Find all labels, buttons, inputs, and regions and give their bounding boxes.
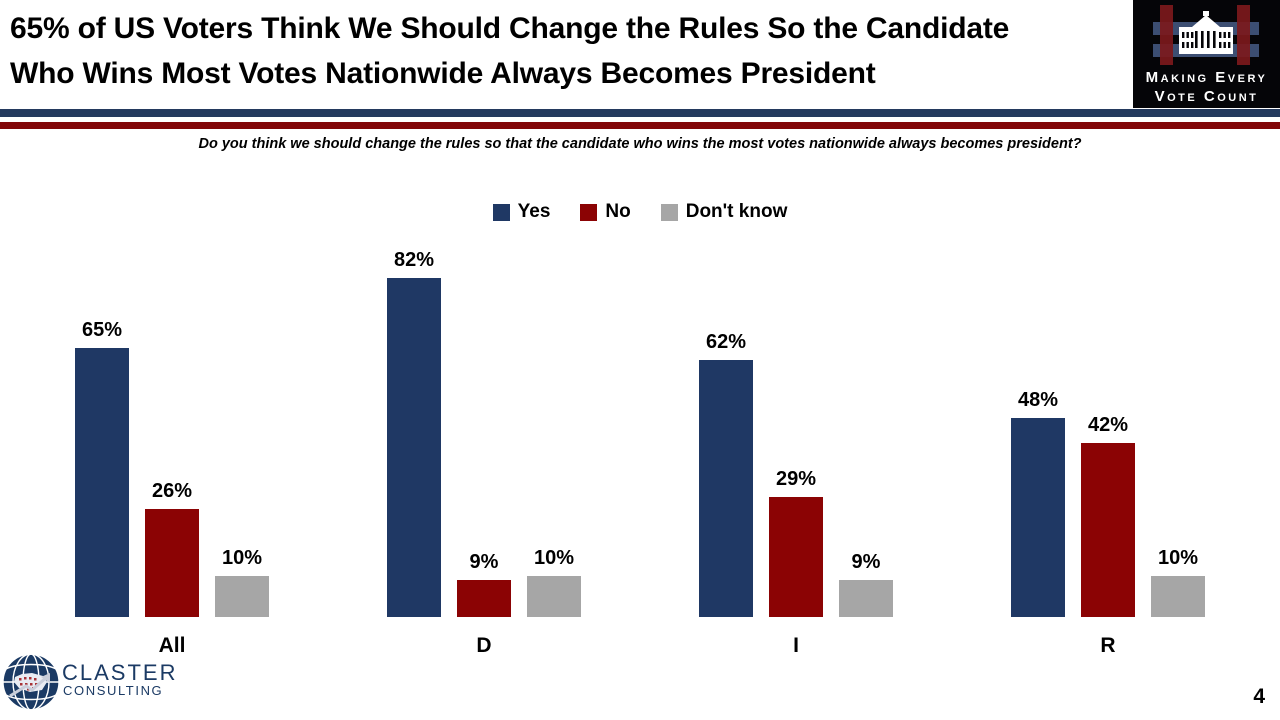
bar-column-yes: 48% <box>1011 389 1065 617</box>
bar-group-d: 82% 9% 10% <box>387 249 581 617</box>
bar-value-label: 48% <box>1017 389 1059 411</box>
claster-logo-name: CLASTER <box>62 660 178 685</box>
divider-navy <box>0 109 1280 117</box>
mevc-logo-line2: Vote Count <box>1155 88 1259 105</box>
bar-no <box>1081 443 1135 617</box>
legend-swatch-icon <box>660 203 678 221</box>
bar-value-label: 9% <box>469 551 499 573</box>
bar-yes <box>387 278 441 617</box>
bar-don-t-know <box>215 576 269 617</box>
bar-value-label: 9% <box>851 551 881 573</box>
claster-globe-icon <box>2 653 60 716</box>
bar-don-t-know <box>527 576 581 617</box>
bar-value-label: 26% <box>151 480 193 502</box>
bar-value-label: 10% <box>1157 547 1199 569</box>
legend-item-don-t-know: Don't know <box>660 201 788 223</box>
survey-question: Do you think we should change the rules … <box>198 136 1082 152</box>
legend-label: Yes <box>517 201 551 222</box>
bar-group-r: 48% 42% 10% <box>1011 389 1205 617</box>
bar-column-yes: 65% <box>75 319 129 617</box>
bar-column-don-t-know: 9% <box>839 551 893 617</box>
making-every-vote-count-logo: Making Every Vote Count <box>1133 0 1280 108</box>
category-label-d: D <box>476 634 492 657</box>
bar-column-don-t-know: 10% <box>527 547 581 617</box>
slide-title: 65% of US Voters Think We Should Change … <box>10 6 1128 96</box>
bar-value-label: 10% <box>533 547 575 569</box>
bar-column-no: 26% <box>145 480 199 617</box>
divider-red <box>0 122 1280 129</box>
chart-legend: Yes No Don't know <box>0 201 1280 223</box>
page-number: 4 <box>1253 685 1265 708</box>
bar-value-label: 10% <box>221 547 263 569</box>
category-label-i: I <box>793 634 799 657</box>
bar-group-i: 62% 29% 9% <box>699 331 893 617</box>
mevc-logo-line1: Making Every <box>1146 69 1268 86</box>
bar-value-label: 62% <box>705 331 747 353</box>
bar-value-label: 29% <box>775 468 817 490</box>
legend-swatch-icon <box>492 203 510 221</box>
bar-don-t-know <box>1151 576 1205 617</box>
claster-logo-subtitle: CONSULTING <box>63 683 164 698</box>
bar-column-no: 42% <box>1081 414 1135 617</box>
white-house-icon: Making Every Vote Count <box>1133 0 1280 108</box>
category-label-r: R <box>1100 634 1116 657</box>
bar-yes <box>75 348 129 617</box>
legend-item-yes: Yes <box>492 201 551 223</box>
bar-column-yes: 82% <box>387 249 441 617</box>
bar-no <box>457 580 511 617</box>
bar-group-all: 65% 26% 10% <box>75 319 269 617</box>
bar-value-label: 82% <box>393 249 435 271</box>
bar-no <box>769 497 823 617</box>
bar-column-no: 9% <box>457 551 511 617</box>
bar-value-label: 42% <box>1087 414 1129 436</box>
bar-column-no: 29% <box>769 468 823 617</box>
legend-label: Don't know <box>685 201 788 222</box>
bar-yes <box>1011 418 1065 617</box>
bar-yes <box>699 360 753 617</box>
slide-title-line2: Who Wins Most Votes Nationwide Always Be… <box>10 57 876 90</box>
legend-label: No <box>605 201 631 222</box>
bar-column-don-t-know: 10% <box>215 547 269 617</box>
category-label-all: All <box>158 634 186 657</box>
bar-column-don-t-know: 10% <box>1151 547 1205 617</box>
slide-title-line1: 65% of US Voters Think We Should Change … <box>10 12 1010 45</box>
bar-no <box>145 509 199 617</box>
bar-don-t-know <box>839 580 893 617</box>
legend-swatch-icon <box>580 203 598 221</box>
bar-column-yes: 62% <box>699 331 753 617</box>
legend-item-no: No <box>580 201 631 223</box>
bar-value-label: 65% <box>81 319 123 341</box>
